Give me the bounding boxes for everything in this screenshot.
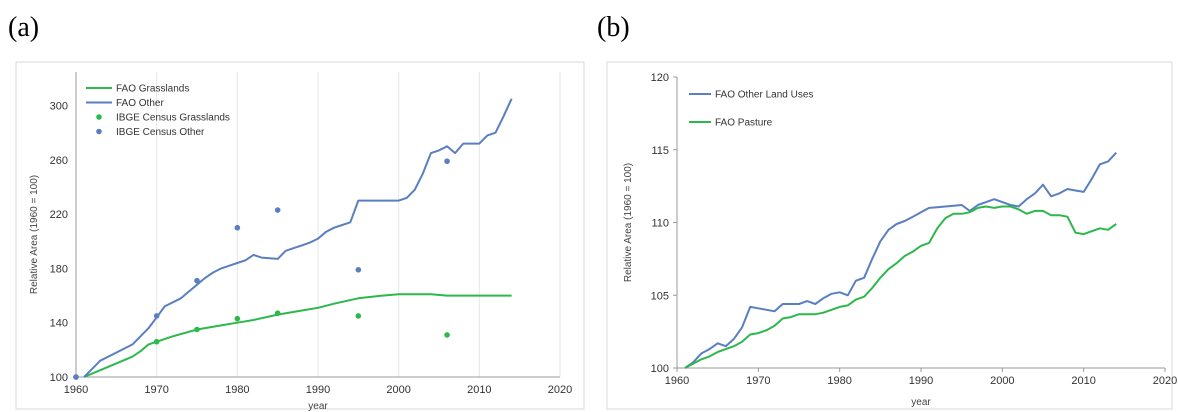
chart-b-y-tick-label: 110 (651, 218, 669, 230)
chart-a-y-tick-label: 300 (50, 101, 68, 113)
chart-b-legend-fao-pasture-label: FAO Pasture (715, 118, 773, 129)
chart-a-series-fao-grasslands-line (83, 293, 512, 378)
chart-a-x-tick-label: 2010 (467, 384, 491, 396)
chart-b-series-fao-other-land-uses-line (684, 152, 1117, 369)
chart-a-x-tick-label: 1980 (225, 384, 249, 396)
chart-a-series-ibge-census-grasslands-point (153, 338, 160, 345)
chart-a-legend-fao-grasslands-label: FAO Grasslands (116, 84, 189, 95)
chart-b-x-tick-label: 1980 (827, 375, 851, 387)
chart-a-x-tick-label: 2020 (548, 384, 572, 396)
panel-label-a: (a) (8, 12, 40, 43)
chart-b: 1960 1970 1980 1990 2000 2010 2020 100 105 110 115… (606, 61, 1177, 410)
chart-b-x-tick-label: 2020 (1153, 375, 1177, 387)
chart-b-x-axis-title: year (911, 397, 931, 408)
chart-a-y-axis-title: Relative Area (1960 = 100) (29, 175, 40, 294)
chart-b-x-tick-label: 2010 (1071, 375, 1095, 387)
chart-a-legend-ibge-census-grasslands-swatch (96, 114, 102, 120)
chart-a-legend-ibge-census-other-label: IBGE Census Other (116, 127, 205, 138)
chart-a-series-ibge-census-other-point (153, 313, 160, 319)
chart-a-x-tick-label: 1970 (144, 384, 168, 396)
chart-a-x-axis-title: year (308, 401, 328, 412)
chart-b-frame (606, 61, 1173, 410)
chart-a-x-tick-label: 1960 (64, 384, 88, 396)
chart-a-legend-fao-other-label: FAO Other (116, 98, 164, 109)
chart-a-series-ibge-census-other-point (355, 266, 362, 273)
chart-a-x-tick-label: 2000 (386, 384, 410, 396)
chart-a-series-ibge-census-other-point (194, 277, 200, 284)
chart-a-series-ibge-census-grasslands-point (234, 315, 241, 322)
chart-a-legend-ibge-census-other-swatch (96, 128, 102, 135)
chart-a-legend-ibge-census-grasslands-label: IBGE Census Grasslands (116, 113, 230, 124)
chart-a-y-tick-label: 100 (50, 372, 68, 384)
chart-b-legend-fao-other-land-uses-label: FAO Other Land Uses (715, 90, 813, 101)
chart-b-x-tick-label: 1970 (746, 375, 770, 387)
chart-a-y-tick-label: 180 (50, 263, 68, 275)
chart-a-x-tick-label: 1990 (306, 384, 330, 396)
chart-a-series-ibge-census-grasslands-point (355, 313, 362, 319)
chart-a-series-ibge-census-grasslands-point (194, 326, 200, 333)
chart-a-series-ibge-census-other-point (444, 158, 450, 165)
chart-a: 1960 1970 1980 1990 2000 2010 2020 100 140 180 220… (15, 61, 585, 412)
chart-b-y-tick-label: 115 (651, 145, 669, 157)
chart-a-series-ibge-census-other-point (73, 374, 79, 380)
chart-a-y-tick-label: 260 (50, 155, 68, 167)
chart-b-y-tick-label: 120 (651, 72, 669, 84)
chart-a-series-ibge-census-other-point (234, 224, 241, 231)
chart-a-series-ibge-census-other-point (274, 207, 281, 213)
chart-b-x-tick-label: 1960 (665, 375, 689, 387)
chart-a-y-tick-label: 220 (50, 209, 68, 221)
chart-a-frame (15, 61, 585, 410)
chart-b-y-tick-label: 105 (651, 290, 669, 302)
chart-b-y-tick-label: 100 (651, 363, 669, 375)
chart-a-series-fao-other-line (83, 98, 513, 378)
chart-b-x-tick-label: 1990 (909, 375, 933, 387)
chart-b-series-fao-pasture-line (684, 205, 1117, 369)
chart-b-x-tick-label: 2000 (990, 375, 1014, 387)
chart-a-series-ibge-census-grasslands-point (444, 332, 450, 338)
panel-label-b: (b) (597, 12, 630, 43)
chart-a-series-ibge-census-grasslands-point (274, 310, 281, 317)
chart-a-y-tick-label: 140 (50, 318, 68, 330)
chart-b-y-axis-title: Relative Area (1960 = 100) (623, 163, 634, 282)
